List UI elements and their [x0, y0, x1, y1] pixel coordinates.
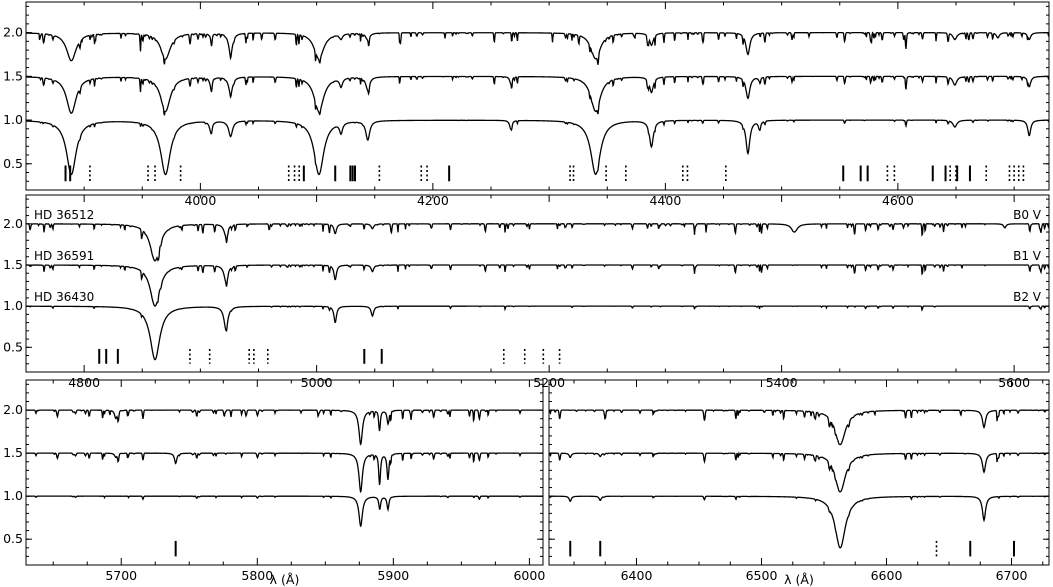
spectrum-line: [25, 74, 1050, 116]
plot-frame: [25, 1, 1050, 191]
y-tick-label: 0.5: [3, 339, 23, 354]
spectral-type-label: B0 V: [1013, 208, 1042, 222]
y-tick-label: 2.0: [3, 216, 23, 231]
spectrum-line: [26, 452, 543, 494]
spectrum-line: [548, 409, 1049, 446]
y-tick-label: 2.0: [3, 402, 23, 417]
x-tick-label: 6600: [871, 568, 903, 583]
x-tick-label: 4800: [68, 375, 100, 390]
x-tick-label: 5600: [998, 375, 1030, 390]
spectrum-line: [25, 119, 1050, 176]
x-tick-label: 4600: [882, 193, 914, 208]
x-tick-label: 6000: [513, 568, 545, 583]
star-name-label: HD 36591: [34, 249, 94, 263]
spectrum-line: [548, 451, 1049, 493]
x-axis-label: λ (Å): [270, 572, 300, 587]
x-tick-label: 6400: [621, 568, 653, 583]
y-tick-label: 1.5: [3, 445, 23, 460]
y-tick-label: 1.0: [3, 112, 23, 127]
spectrum-line: [26, 495, 543, 528]
plot-frame: [25, 379, 544, 566]
spectrum-line: [26, 222, 1050, 262]
panel-bottom-left: 0.5 1.0 1.5 2.0 5700 5800 5900 6000 λ (Å): [3, 379, 545, 587]
panel-top: 0.5 1.0 1.5 2.0 4000 4200 4400 4600: [3, 1, 1050, 208]
star-name-label: HD 36430: [34, 290, 94, 304]
x-tick-label: 5800: [241, 568, 273, 583]
x-tick-label: 5400: [766, 375, 798, 390]
spectrum-line: [26, 409, 543, 446]
plot-frame: [25, 194, 1050, 373]
plot-frame: [548, 379, 1050, 566]
y-tick-label: 2.0: [3, 25, 23, 40]
y-tick-label: 1.0: [3, 488, 23, 503]
x-tick-label: 4400: [649, 193, 681, 208]
x-tick-label: 5000: [301, 375, 333, 390]
star-name-label: HD 36512: [34, 208, 94, 222]
x-tick-label: 4000: [184, 193, 216, 208]
y-tick-label: 1.0: [3, 298, 23, 313]
spectrum-line: [25, 31, 1050, 65]
spectrum-line: [548, 495, 1049, 549]
x-axis-label: λ (Å): [784, 572, 814, 587]
spectral-type-label: B2 V: [1013, 290, 1042, 304]
x-tick-label: 6700: [996, 568, 1028, 583]
x-tick-label: 6500: [746, 568, 778, 583]
panel-bottom-right: 6400 6500 6600 6700 λ (Å): [548, 379, 1050, 587]
x-tick-label: 5700: [105, 568, 137, 583]
x-tick-label: 4200: [417, 193, 449, 208]
y-tick-label: 0.5: [3, 156, 23, 171]
spectrum-line: [26, 263, 1050, 307]
spectral-type-label: B1 V: [1013, 249, 1042, 263]
spectrum-line: [26, 305, 1049, 361]
y-tick-label: 1.5: [3, 68, 23, 83]
y-tick-label: 0.5: [3, 531, 23, 546]
x-tick-label: 5900: [377, 568, 409, 583]
y-tick-label: 1.5: [3, 257, 23, 272]
